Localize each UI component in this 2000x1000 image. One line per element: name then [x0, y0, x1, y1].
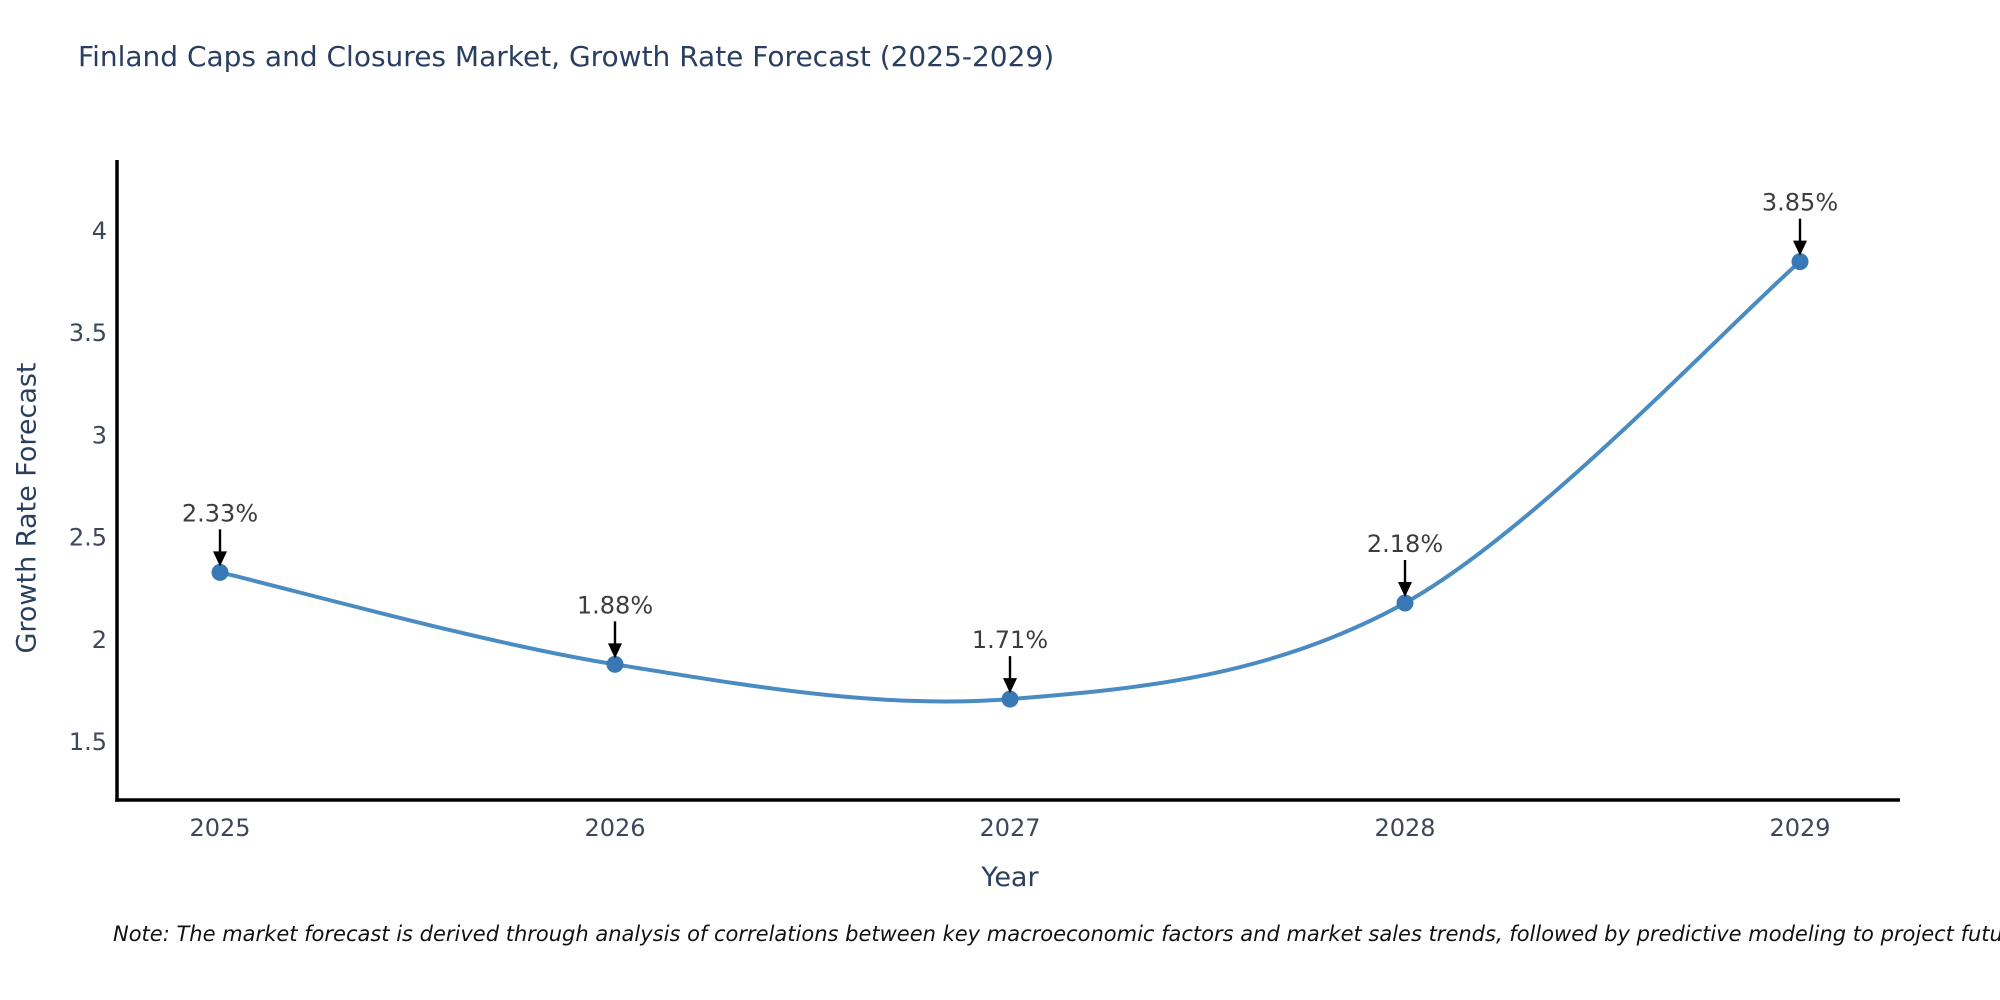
annotation-arrow-icon — [608, 643, 622, 659]
chart-title: Finland Caps and Closures Market, Growth… — [78, 40, 1055, 73]
point-annotation: 3.85% — [1762, 189, 1838, 217]
footnote: Note: The market forecast is derived thr… — [113, 922, 2000, 946]
y-tick-label: 4 — [92, 217, 107, 245]
x-tick-label: 2025 — [189, 814, 250, 842]
point-annotation: 2.18% — [1367, 530, 1443, 558]
data-point-marker[interactable] — [211, 563, 229, 581]
data-point-marker[interactable] — [1396, 594, 1414, 612]
annotation-arrow-icon — [213, 551, 227, 567]
x-axis-title: Year — [981, 862, 1039, 893]
y-tick-label: 1.5 — [69, 728, 107, 756]
data-point-marker[interactable] — [1001, 690, 1019, 708]
data-point-marker[interactable] — [1791, 253, 1809, 271]
point-annotation: 1.88% — [577, 591, 653, 619]
annotation-arrow-icon — [1793, 240, 1807, 256]
y-tick-label: 3 — [92, 421, 107, 449]
annotation-arrow-icon — [1003, 678, 1017, 694]
x-tick-label: 2026 — [584, 814, 645, 842]
point-annotation: 2.33% — [182, 499, 258, 527]
y-tick-label: 3.5 — [69, 319, 107, 347]
x-tick-label: 2027 — [979, 814, 1040, 842]
trend-line — [218, 259, 1802, 704]
data-point-marker[interactable] — [606, 655, 624, 673]
y-tick-label: 2 — [92, 626, 107, 654]
annotation-arrow-icon — [1398, 582, 1412, 598]
point-annotation: 1.71% — [972, 626, 1048, 654]
y-tick-label: 2.5 — [69, 524, 107, 552]
x-tick-label: 2029 — [1769, 814, 1830, 842]
x-tick-label: 2028 — [1374, 814, 1435, 842]
